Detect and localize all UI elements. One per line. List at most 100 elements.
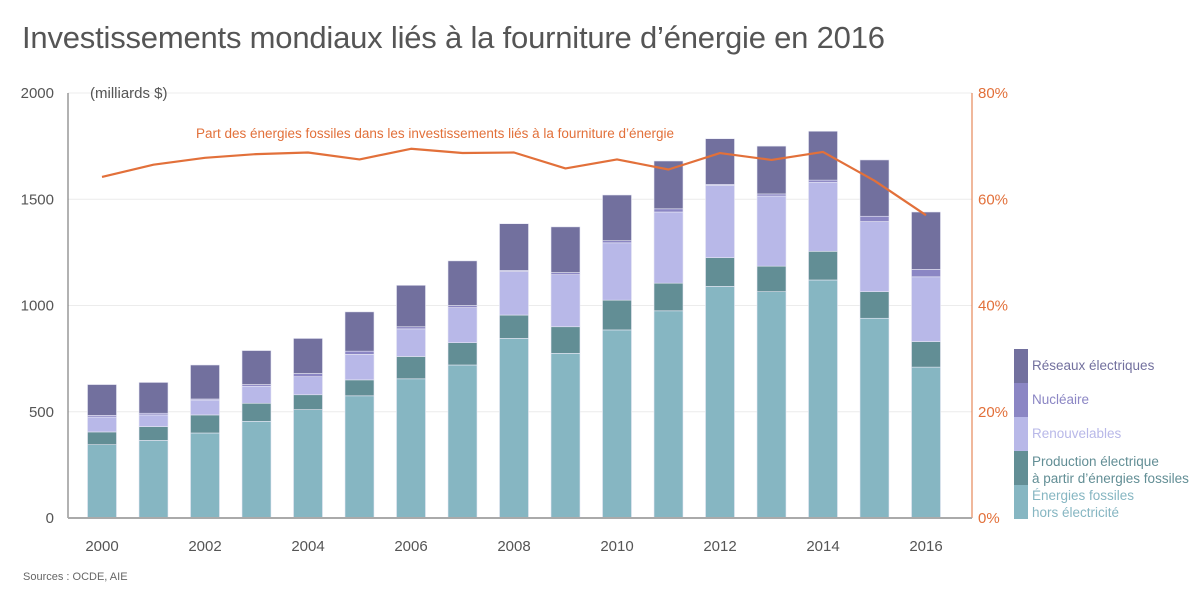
bar-segment-1	[138, 426, 169, 441]
bar-segment-1	[550, 326, 581, 354]
y2-tick-label: 60%	[978, 191, 1008, 208]
bar-segment-2	[808, 181, 838, 252]
x-tick-label: 2012	[703, 538, 736, 555]
y-axis-unit-label: (milliards $)	[90, 85, 168, 102]
bar-segment-2	[911, 276, 941, 342]
y-tick-label: 1000	[21, 298, 54, 315]
legend-label: Production électrique	[1032, 454, 1159, 469]
bar-segment-3	[447, 305, 478, 308]
y-tick-label: 1500	[21, 191, 54, 208]
bar-segment-3	[550, 272, 581, 275]
x-tick-label: 2004	[291, 538, 324, 555]
bar-segment-3	[911, 269, 941, 278]
legend-label: Nucléaire	[1032, 392, 1089, 407]
bar-segment-3	[808, 179, 838, 183]
bar-segment-2	[705, 185, 735, 258]
bar-segment-0	[653, 310, 684, 519]
bar-segment-1	[344, 379, 375, 397]
bar-segment-4	[190, 364, 220, 400]
legend-swatch	[1014, 451, 1028, 485]
bar-segment-1	[859, 291, 890, 319]
bar-segment-4	[602, 194, 632, 241]
bar-segment-0	[344, 395, 375, 519]
bar-segment-2	[653, 211, 684, 284]
legend-label: Énergies fossiles	[1032, 488, 1134, 503]
line-series-label: Part des énergies fossiles dans les inve…	[196, 126, 674, 141]
y-tick-label: 500	[29, 404, 54, 421]
bar-segment-4	[293, 338, 323, 374]
bar-segment-0	[602, 329, 632, 519]
bar-segment-1	[396, 356, 426, 380]
bar-segment-4	[550, 226, 581, 273]
bar-segment-2	[396, 328, 426, 357]
legend-swatch	[1014, 485, 1028, 519]
fossil-share-line	[101, 147, 927, 217]
bar-segment-2	[87, 416, 117, 433]
bar-segment-4	[138, 382, 169, 414]
legend-label: à partir d’énergies fossiles	[1032, 471, 1189, 486]
bar-segment-4	[344, 311, 375, 352]
bar-segment-2	[550, 274, 581, 328]
bar-segment-2	[190, 399, 220, 416]
bar-segment-1	[756, 265, 787, 292]
bar-segment-0	[756, 291, 787, 519]
y-tick-label: 0	[46, 510, 54, 527]
bar-segment-0	[87, 444, 117, 519]
legend-label: hors électricité	[1032, 505, 1119, 520]
bar-segment-0	[499, 338, 529, 519]
y2-tick-label: 80%	[978, 85, 1008, 102]
bar-segment-3	[344, 350, 375, 355]
bar-segment-0	[447, 364, 478, 519]
bar-segment-0	[138, 440, 169, 519]
source-note: Sources : OCDE, AIE	[23, 571, 128, 583]
legend-label: Réseaux électriques	[1032, 358, 1155, 373]
bar-segment-4	[911, 211, 941, 270]
chart-title: Investissements mondiaux liés à la fourn…	[22, 20, 885, 55]
bar-segment-0	[550, 353, 581, 519]
bar-segment-4	[756, 145, 787, 195]
bar-segment-1	[602, 299, 632, 331]
bar-segment-3	[756, 193, 787, 197]
bar-segment-0	[859, 317, 890, 519]
bar-segment-1	[87, 431, 117, 445]
bar-segment-1	[499, 314, 529, 339]
bar-segment-3	[602, 240, 632, 244]
bar-segment-0	[190, 432, 220, 519]
bar-segment-2	[756, 195, 787, 267]
x-tick-label: 2002	[188, 538, 221, 555]
bar-segment-2	[241, 385, 272, 404]
bar-segment-4	[499, 223, 529, 271]
bar-segment-4	[705, 138, 735, 185]
legend-label: Renouvelables	[1032, 426, 1122, 441]
bar-segment-2	[447, 307, 478, 343]
bar-segment-4	[396, 285, 426, 328]
x-tick-label: 2006	[394, 538, 427, 555]
bar-segment-4	[87, 384, 117, 416]
bar-segment-2	[138, 414, 169, 427]
bar-segment-2	[499, 271, 529, 316]
bar-segment-0	[705, 286, 735, 519]
bar-segment-4	[808, 130, 838, 181]
y-tick-label: 2000	[21, 85, 54, 102]
bar-segment-0	[911, 366, 941, 519]
x-tick-label: 2016	[909, 538, 942, 555]
legend-swatch	[1014, 349, 1028, 383]
x-tick-label: 2000	[85, 538, 118, 555]
bar-segment-4	[447, 260, 478, 306]
x-tick-label: 2014	[806, 538, 839, 555]
x-tick-label: 2008	[497, 538, 530, 555]
bar-segment-1	[447, 342, 478, 366]
bar-segment-1	[241, 402, 272, 422]
bar-segment-1	[808, 251, 838, 281]
bar-segment-1	[293, 394, 323, 410]
bar-segment-1	[911, 341, 941, 368]
bar-segment-1	[190, 414, 220, 434]
x-tick-label: 2010	[600, 538, 633, 555]
bar-segment-3	[859, 215, 890, 222]
bar-segment-3	[653, 208, 684, 213]
bar-segment-4	[653, 160, 684, 210]
bar-segment-0	[293, 409, 323, 519]
bar-segment-1	[653, 282, 684, 312]
bar-segment-3	[396, 326, 426, 330]
